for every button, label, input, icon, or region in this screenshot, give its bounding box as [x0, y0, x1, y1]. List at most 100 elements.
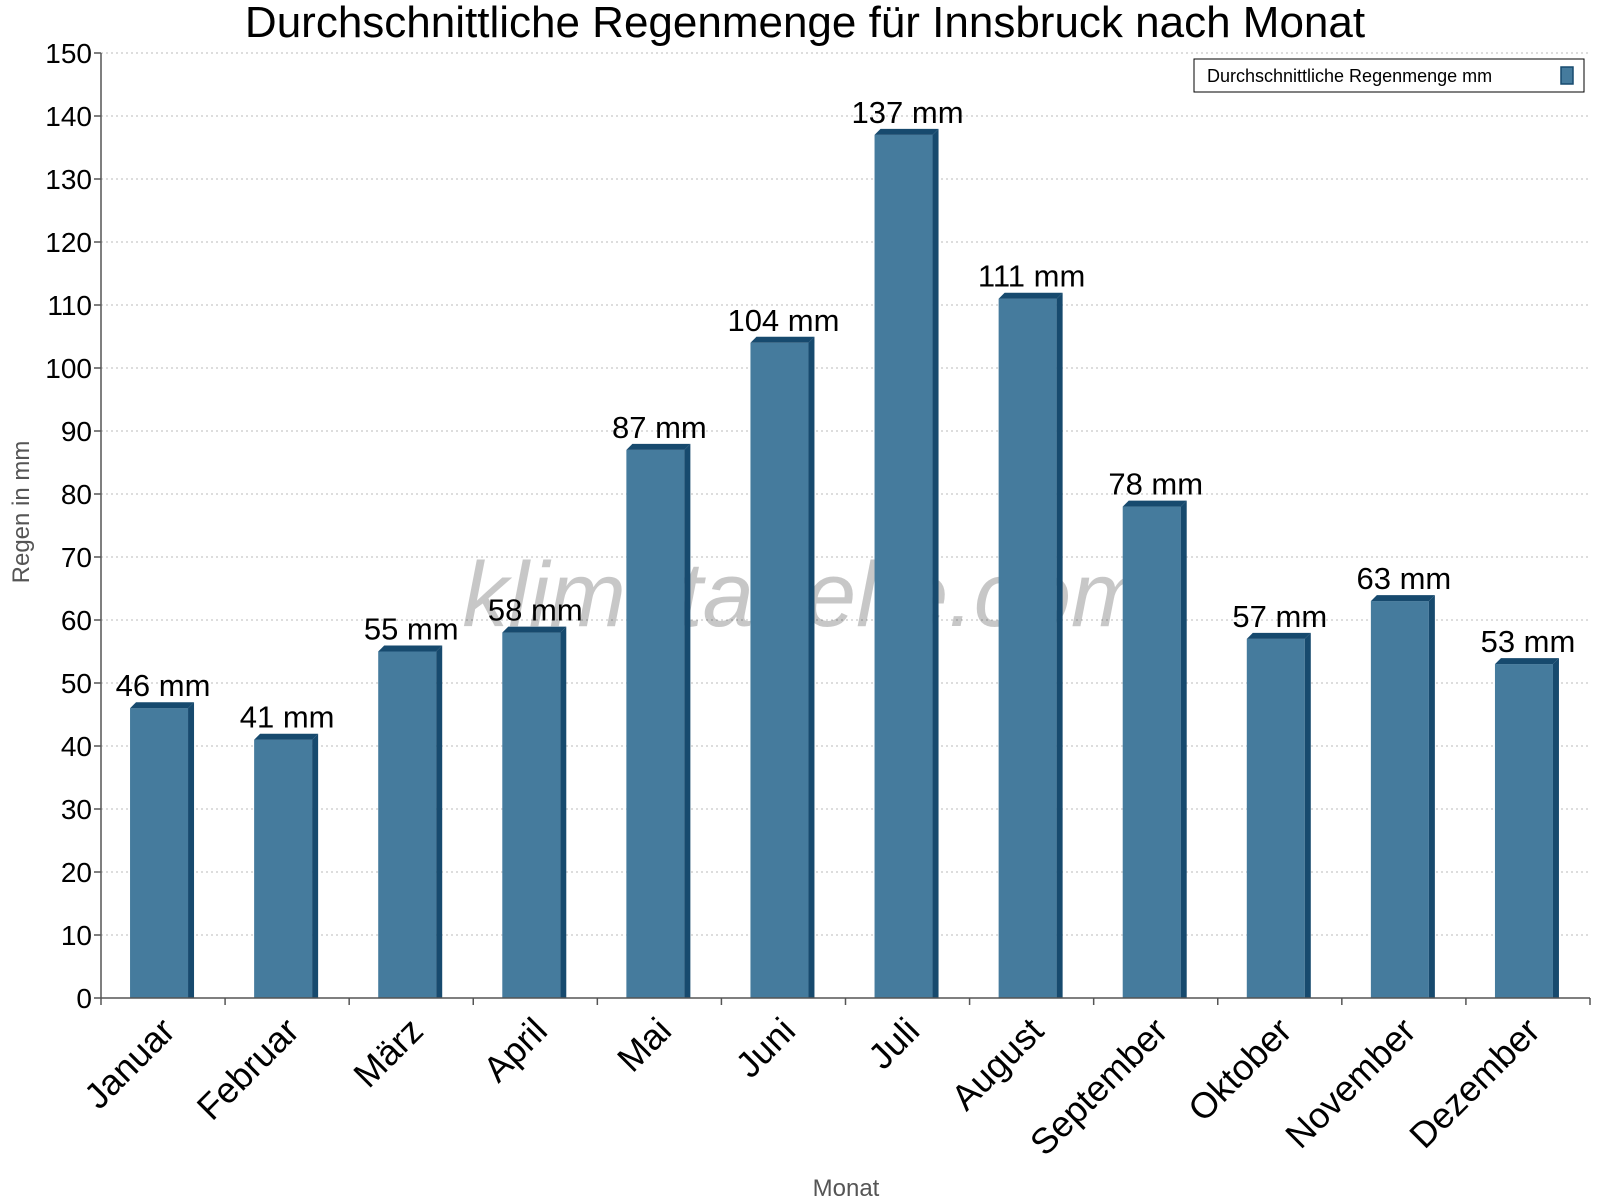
data-label: 137 mm: [852, 95, 964, 130]
legend: Durchschnittliche Regenmenge mm: [1193, 58, 1585, 93]
bar: [998, 298, 1057, 998]
bar-top: [1370, 595, 1435, 602]
bar-group: 55 mm: [364, 612, 459, 998]
bar-group: 41 mm: [240, 700, 335, 998]
bar: [750, 342, 809, 998]
bar: [1246, 638, 1305, 998]
data-label: 87 mm: [612, 410, 707, 445]
bar: [502, 632, 561, 998]
bar-top: [626, 443, 691, 450]
bar: [378, 651, 437, 998]
bar-side: [188, 702, 195, 998]
x-axis-title: Monat: [813, 1175, 880, 1200]
bar-side: [932, 128, 939, 998]
legend-swatch: [1560, 66, 1574, 85]
bar-top: [1122, 500, 1187, 507]
bar-group: 104 mm: [727, 303, 839, 998]
legend-box: [1193, 58, 1585, 93]
bar-side: [1180, 500, 1187, 998]
y-axis-title: Regen in mm: [8, 441, 35, 584]
axes: [100, 53, 1590, 999]
bar-top: [254, 733, 319, 740]
bar-side: [1304, 632, 1311, 998]
bar-top: [998, 292, 1063, 299]
y-tick-label: 0: [76, 983, 92, 1014]
data-label: 58 mm: [488, 593, 583, 628]
y-tick-label: 10: [61, 920, 92, 951]
bar-side: [1056, 292, 1063, 998]
bar-group: 53 mm: [1481, 624, 1576, 998]
data-label: 55 mm: [364, 612, 459, 647]
x-category-label: Dezember: [1401, 1010, 1547, 1156]
x-category-label: Juli: [860, 1010, 927, 1077]
data-label: 57 mm: [1232, 599, 1327, 634]
data-label: 111 mm: [978, 259, 1085, 294]
y-tick-label: 20: [61, 857, 92, 888]
bar-group: 46 mm: [116, 668, 211, 998]
y-axis-ticks: 0 10 20 30 40 50 60 70 80 90 100 110 120 130 140 150: [45, 38, 101, 1014]
bar-top: [874, 128, 939, 135]
y-tick-label: 150: [45, 38, 92, 69]
bar-group: 111 mm: [978, 259, 1085, 998]
legend-label: Durchschnittliche Regenmenge mm: [1207, 66, 1492, 86]
bar-side: [684, 443, 691, 998]
bar-top: [130, 702, 195, 709]
data-label: 63 mm: [1357, 561, 1452, 596]
y-tick-label: 40: [61, 731, 92, 762]
data-label: 53 mm: [1481, 624, 1576, 659]
bar-top: [1494, 658, 1559, 665]
y-tick-label: 70: [61, 542, 92, 573]
y-tick-label: 130: [45, 164, 92, 195]
bar: [874, 134, 933, 998]
bar: [254, 739, 313, 998]
x-category-label: Oktober: [1180, 1010, 1300, 1130]
x-category-label: November: [1277, 1010, 1423, 1156]
grid-lines: [101, 52, 1590, 936]
bar-side: [808, 336, 815, 998]
y-tick-label: 30: [61, 794, 92, 825]
x-category-label: April: [475, 1010, 555, 1090]
chart-title: Durchschnittliche Regenmenge für Innsbru…: [245, 0, 1365, 47]
bar-group: 57 mm: [1232, 599, 1327, 998]
bar: [1494, 664, 1553, 998]
y-tick-label: 50: [61, 668, 92, 699]
bar-group: 78 mm: [1108, 467, 1203, 998]
bar-top: [378, 645, 443, 652]
y-tick-label: 140: [45, 101, 92, 132]
y-tick-label: 100: [45, 353, 92, 384]
bar-series: 46 mm 41 mm 55 mm 58 mm 87 mm 104 mm 137 mm 111…: [116, 95, 1576, 998]
bar-side: [1428, 595, 1435, 998]
x-category-label: Juni: [727, 1010, 803, 1086]
y-tick-label: 80: [61, 479, 92, 510]
bar: [1122, 506, 1181, 998]
x-category-label: Februar: [189, 1010, 307, 1128]
bar: [130, 708, 189, 998]
bar-top: [750, 336, 815, 343]
bar-top: [1246, 632, 1311, 639]
x-category-label: Mai: [609, 1010, 679, 1080]
bar-side: [312, 733, 319, 998]
y-tick-label: 120: [45, 227, 92, 258]
bar-side: [560, 626, 567, 998]
bar-group: 137 mm: [852, 95, 964, 998]
data-label: 104 mm: [727, 303, 839, 338]
bar-group: 58 mm: [488, 593, 583, 998]
bar-top: [502, 626, 567, 633]
data-label: 41 mm: [240, 700, 335, 735]
bar: [626, 449, 685, 998]
y-tick-label: 90: [61, 416, 92, 447]
x-axis-ticks: Januar Februar März April Mai Juni Juli AugustS…: [76, 998, 1591, 1163]
data-label: 78 mm: [1108, 467, 1203, 502]
y-tick-label: 110: [47, 290, 92, 321]
x-category-label: August: [943, 1010, 1051, 1118]
y-tick-label: 60: [61, 605, 92, 636]
bar-group: 63 mm: [1357, 561, 1452, 998]
bar-side: [1552, 658, 1559, 998]
bar-side: [436, 645, 443, 998]
bar: [1370, 601, 1429, 998]
data-label: 46 mm: [116, 668, 211, 703]
x-category-label: Januar: [76, 1010, 183, 1117]
bar-group: 87 mm: [612, 410, 707, 998]
x-category-label: März: [345, 1010, 431, 1096]
